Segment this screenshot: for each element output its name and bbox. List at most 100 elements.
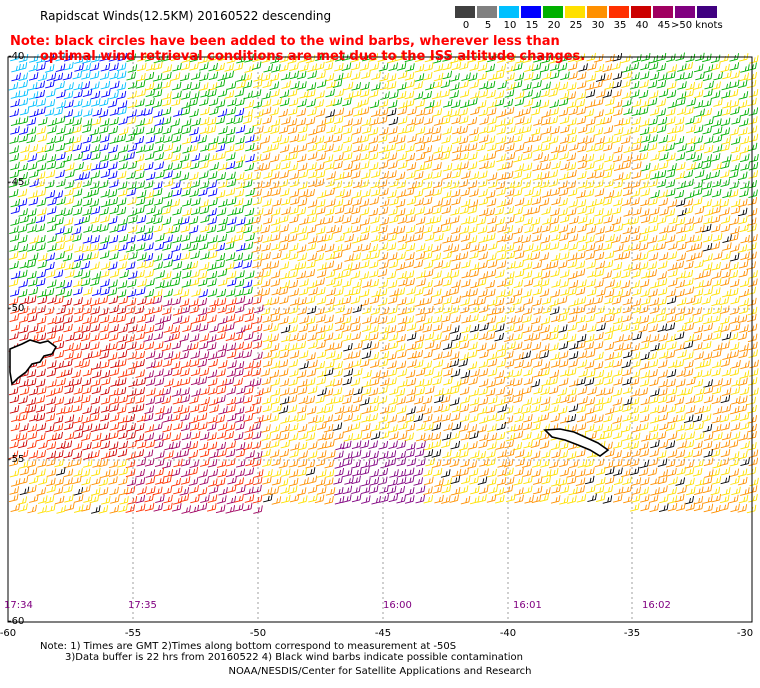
wind-barb (584, 341, 594, 350)
wind-barb (117, 459, 127, 468)
wind-barb (297, 226, 308, 235)
wind-barb (252, 296, 262, 305)
wind-barb (136, 62, 147, 72)
wind-barb (656, 170, 667, 179)
wind-barb (317, 262, 327, 271)
wind-barb (568, 378, 579, 388)
wind-barb (35, 214, 46, 224)
wind-barb (713, 432, 723, 441)
wind-barb (532, 485, 543, 495)
wind-barb (622, 296, 633, 306)
wind-barb (398, 278, 408, 287)
wind-barb (189, 127, 199, 136)
wind-barb (730, 163, 740, 172)
wind-barb (262, 314, 273, 323)
wind-barb (128, 360, 138, 370)
wind-barb (289, 189, 300, 198)
wind-barb (26, 369, 37, 378)
wind-barb (414, 116, 424, 126)
wind-barb (638, 387, 649, 396)
wind-barb (279, 349, 290, 359)
wind-barb (397, 297, 407, 306)
wind-barb (577, 233, 588, 243)
wind-barb (413, 477, 423, 486)
wind-barb (730, 295, 740, 305)
wind-barb (695, 108, 705, 118)
wind-barb (539, 63, 550, 73)
wind-barb (639, 99, 650, 108)
wind-barb (415, 107, 426, 117)
wind-barb (260, 225, 271, 234)
wind-barb (451, 225, 461, 235)
wind-barb (307, 280, 318, 289)
wind-barb (586, 305, 596, 314)
wind-barb (595, 196, 606, 206)
wind-barb (38, 476, 48, 486)
wind-barb (135, 80, 146, 89)
wind-barb (449, 494, 459, 503)
wind-barb (477, 62, 488, 72)
wind-barb (55, 169, 65, 179)
wind-barb (431, 459, 442, 469)
wind-barb (188, 216, 199, 225)
wind-barb (333, 250, 343, 260)
wind-barb (226, 152, 236, 161)
wind-barb (44, 424, 55, 433)
wind-barb (567, 287, 577, 296)
wind-barb (90, 406, 100, 415)
wind-barb (622, 216, 633, 226)
wind-barb (109, 179, 119, 188)
pass-time-label: 17:34 (4, 600, 33, 611)
wind-barb (604, 106, 615, 116)
wind-barb (692, 413, 703, 423)
wind-barb (657, 233, 668, 242)
wind-barb (35, 171, 46, 180)
wind-barb (215, 62, 225, 72)
wind-barb (522, 468, 532, 477)
wind-barb (414, 448, 425, 458)
wind-barb (225, 313, 236, 323)
wind-barb (667, 495, 678, 504)
wind-barb (720, 117, 731, 127)
wind-barb (90, 297, 100, 307)
wind-barb (155, 406, 165, 415)
wind-barb (116, 62, 127, 72)
wind-barb (260, 162, 271, 171)
wind-barb (8, 82, 19, 91)
wind-barb (460, 216, 471, 225)
wind-barb (287, 118, 298, 127)
wind-barb (152, 359, 163, 369)
wind-barb (26, 397, 37, 406)
wind-barb (568, 280, 579, 289)
wind-barb (154, 152, 164, 161)
wind-barb (560, 368, 570, 377)
wind-barb (713, 71, 723, 81)
wind-barb (470, 450, 480, 459)
wind-barb (505, 295, 516, 305)
wind-barb (127, 181, 137, 190)
wind-barb (54, 295, 64, 305)
wind-barb (243, 413, 254, 422)
wind-barb (342, 152, 353, 161)
wind-barb (397, 116, 408, 125)
wind-barb (316, 286, 326, 296)
wind-barb (406, 442, 416, 451)
wind-barb (351, 493, 362, 503)
wind-barb (217, 459, 227, 468)
wind-barb (747, 97, 757, 107)
wind-barb (496, 421, 506, 431)
wind-barb (568, 106, 579, 116)
wind-barb (341, 315, 352, 325)
wind-barb (315, 332, 326, 341)
wind-barb (720, 448, 731, 458)
wind-barb (612, 89, 622, 98)
wind-barb (216, 288, 227, 298)
wind-barb (497, 404, 507, 413)
wind-barb (550, 413, 561, 423)
wind-barb (739, 288, 749, 298)
wind-barb (541, 450, 551, 459)
wind-barb (676, 466, 687, 476)
wind-barb (216, 297, 227, 307)
wind-barb (296, 413, 307, 422)
wind-barb (144, 151, 155, 161)
